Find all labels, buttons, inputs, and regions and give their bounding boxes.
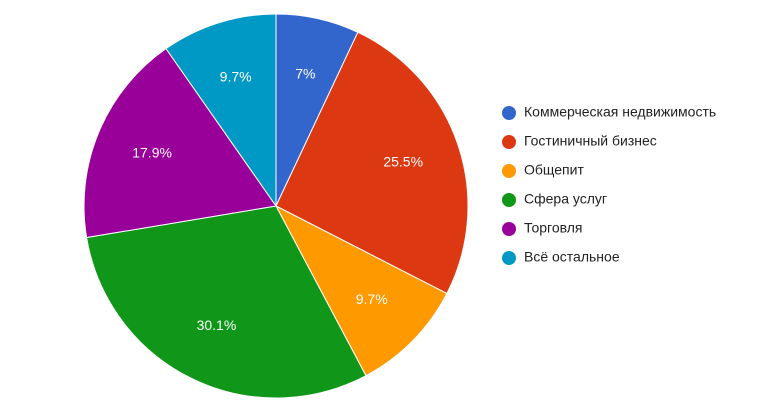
pie-slice bbox=[165, 13, 277, 208]
legend-marker bbox=[502, 251, 516, 265]
slice-label: 9.7% bbox=[356, 291, 388, 307]
legend-marker bbox=[502, 222, 516, 236]
legend-label: Общепит bbox=[524, 162, 584, 178]
pie-slice bbox=[275, 31, 469, 295]
legend-label: Торговля bbox=[524, 220, 582, 236]
legend-label: Гостиничный бизнес bbox=[524, 133, 657, 149]
legend-marker bbox=[502, 106, 516, 120]
slice-label: 9.7% bbox=[220, 69, 252, 85]
legend-marker bbox=[502, 193, 516, 207]
pie-slice bbox=[274, 204, 448, 377]
legend-marker bbox=[502, 135, 516, 149]
legend-label: Коммерческая недвижимость bbox=[524, 104, 716, 120]
slice-label: 30.1% bbox=[197, 317, 237, 333]
slice-label: 25.5% bbox=[383, 153, 423, 169]
pie-slice bbox=[83, 47, 277, 239]
pie-slice bbox=[86, 205, 367, 399]
slice-label: 17.9% bbox=[132, 145, 172, 161]
legend-label: Сфера услуг bbox=[524, 191, 607, 207]
legend-label: Всё остальное bbox=[524, 249, 620, 265]
legend-marker bbox=[502, 164, 516, 178]
slice-label: 7% bbox=[295, 66, 315, 82]
